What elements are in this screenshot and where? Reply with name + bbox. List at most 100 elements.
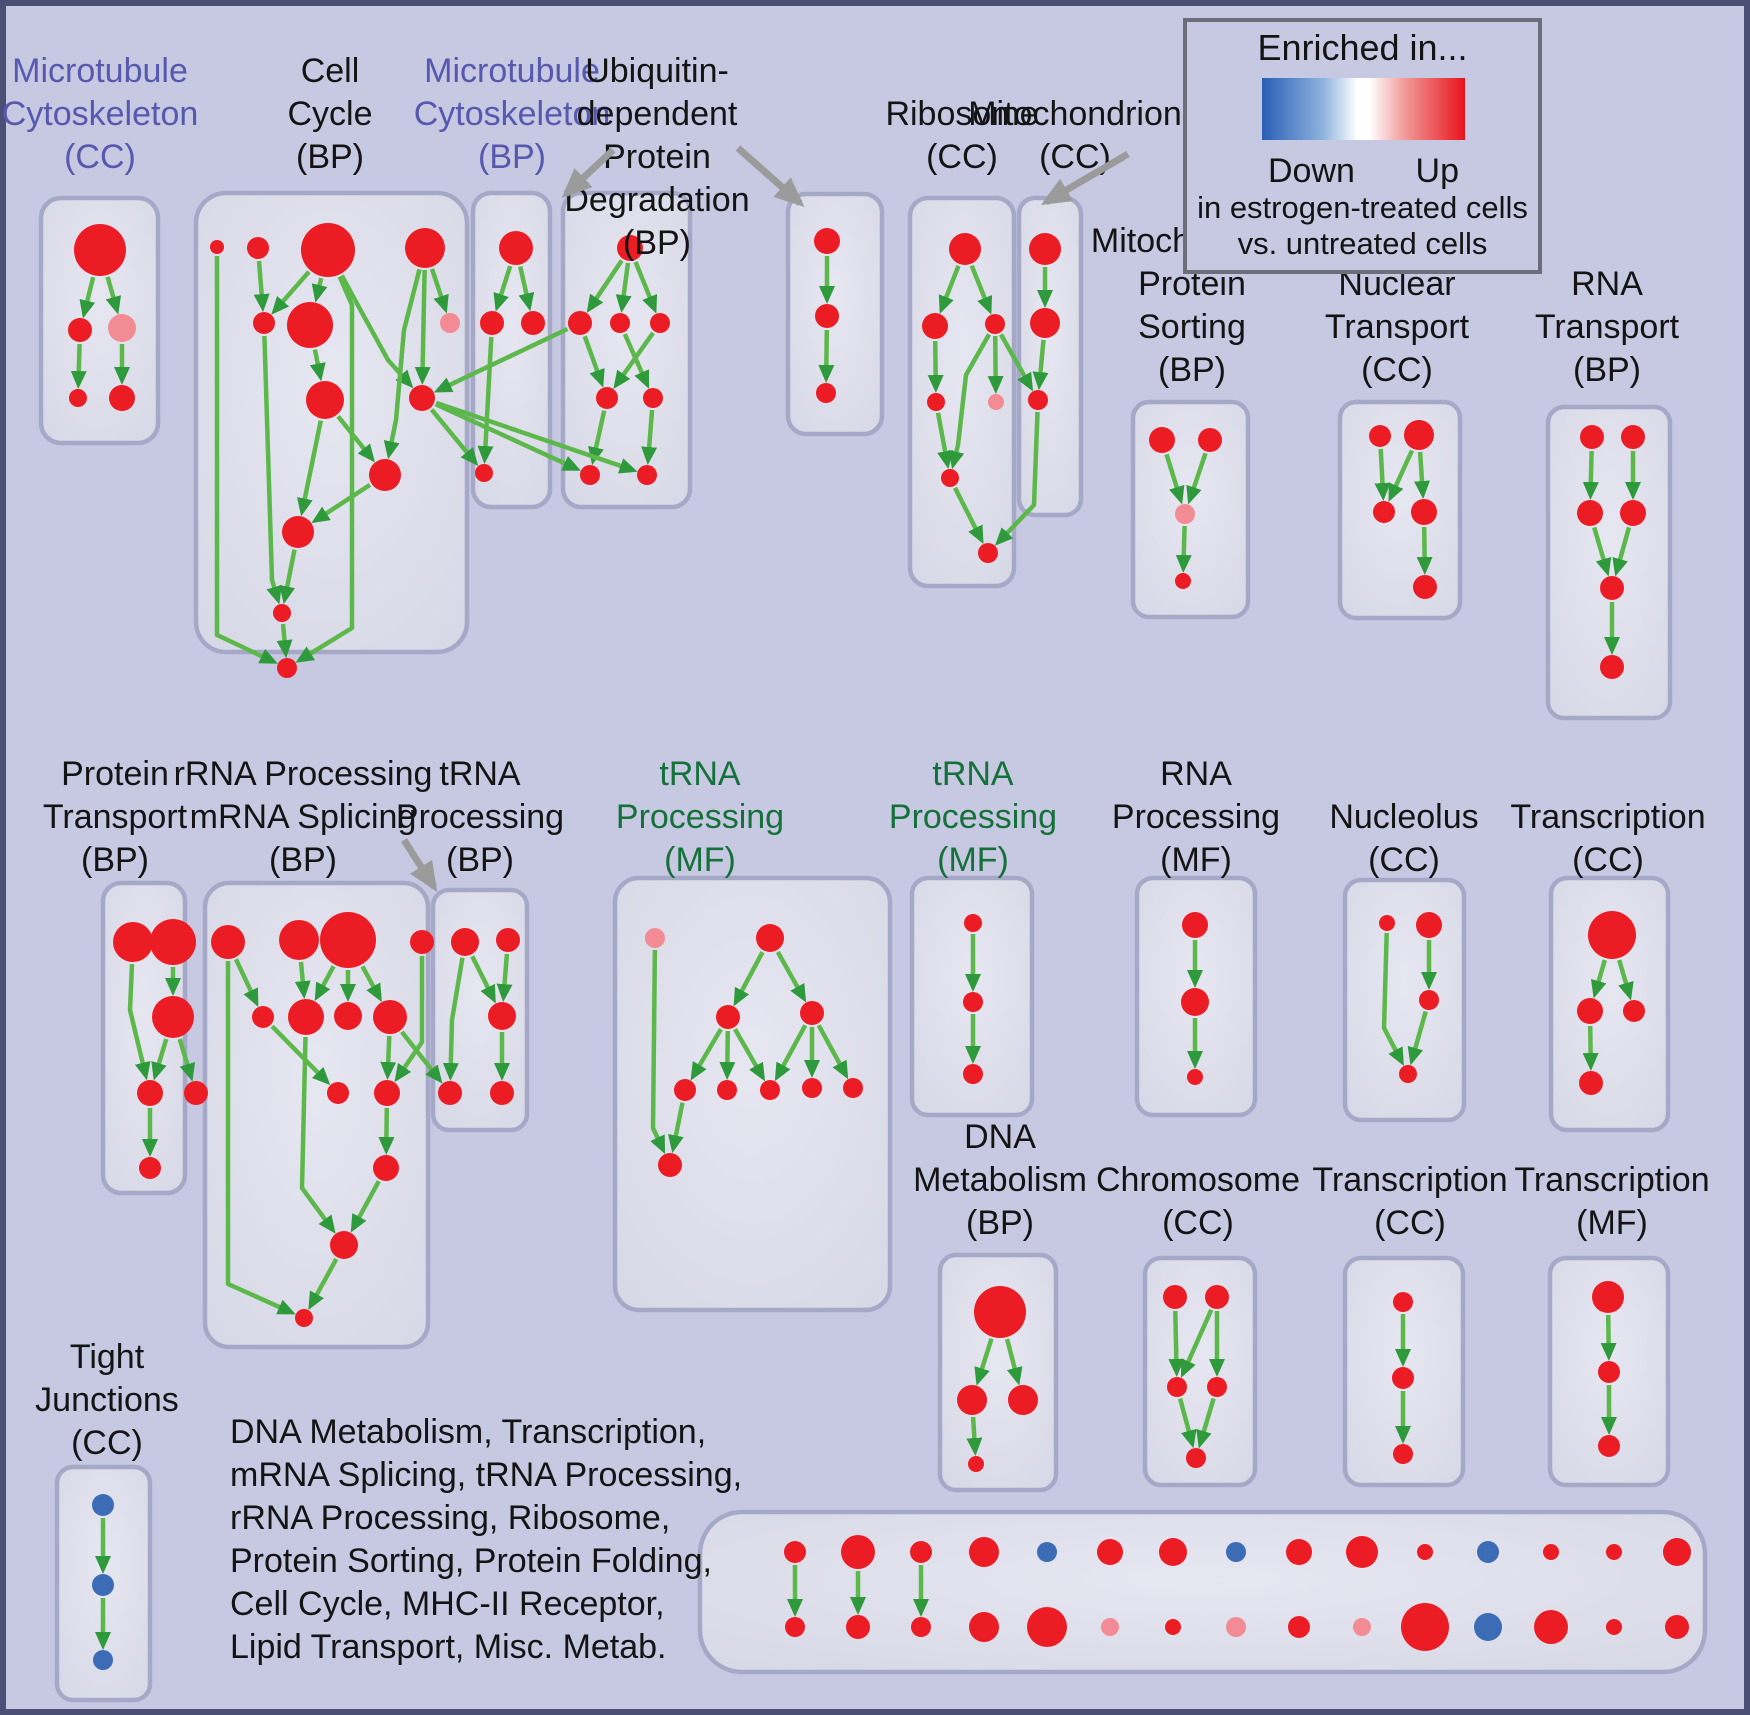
- node-shared-terms-15: [785, 1617, 805, 1637]
- node-chromosome-cc-2: [1167, 1377, 1187, 1397]
- edge-microtubule-cytoskeleton-bp: [518, 266, 535, 312]
- node-rna-transport-bp-2: [1577, 500, 1603, 526]
- edge-cell-cycle-bp: [262, 335, 282, 605]
- node-rna-transport-bp-4: [1600, 576, 1624, 600]
- cluster-label-transcription-cc: Transcription: [1510, 798, 1705, 836]
- node-rrna-processing-mrna-splicing-bp-9: [374, 1080, 400, 1106]
- node-transcription-cc-2-0: [1393, 1292, 1413, 1312]
- cluster-label-microtubule-cytoskeleton-cc: Cytoskeleton: [2, 95, 199, 133]
- node-ribosome-cc-1: [922, 313, 948, 339]
- edge-ribosome-cc: [969, 264, 993, 315]
- node-shared-terms-11: [1477, 1541, 1499, 1563]
- edge-ubiquitin-degradation-bp: [613, 331, 655, 389]
- node-trna-processing-mf-large-8: [843, 1078, 863, 1098]
- edge-cell-cycle-bp: [383, 268, 422, 460]
- node-dna-metabolism-bp-3: [968, 1456, 984, 1472]
- cluster-label-transcription-cc-2: (CC): [1374, 1204, 1446, 1242]
- cluster-label-mitochondrial-protein-sorting-bp: (BP): [1158, 351, 1226, 389]
- edge-transcription-cc: [1617, 959, 1634, 1001]
- cluster-label-rna-processing-mf: RNA: [1160, 755, 1232, 793]
- edge-rrna-processing-mrna-splicing-bp: [308, 1257, 339, 1311]
- cluster-label-transcription-cc-2: Transcription: [1312, 1161, 1507, 1199]
- node-protein-transport-bp-4: [184, 1081, 208, 1105]
- node-shared-terms-13: [1606, 1544, 1622, 1560]
- cluster-label-protein-transport-bp: Protein: [61, 755, 169, 793]
- node-rna-transport-bp-1: [1621, 425, 1645, 449]
- node-shared-terms-24: [1353, 1618, 1371, 1636]
- node-ribosome-cc-5: [941, 469, 959, 487]
- cluster-label-dna-metabolism-bp: (BP): [966, 1204, 1034, 1242]
- edge-nuclear-transport-cc: [1416, 526, 1433, 575]
- edge-transcription-cc: [1582, 1025, 1599, 1071]
- cluster-label-ribosome-cc: Ribosome: [885, 95, 1038, 133]
- node-nuclear-transport-cc-2: [1373, 501, 1395, 523]
- edge-trna-processing-mf-large: [668, 1102, 685, 1154]
- cluster-label-protein-transport-bp: (BP): [81, 841, 149, 879]
- node-cell-cycle-bp-7: [306, 381, 344, 419]
- edge-rrna-processing-mrna-splicing-bp: [225, 961, 296, 1315]
- edge-cell-cycle-bp: [296, 420, 324, 517]
- node-protein-transport-bp-2: [152, 996, 194, 1038]
- node-rna-processing-mf-0: [1182, 912, 1208, 938]
- node-rrna-processing-mrna-splicing-bp-1: [279, 920, 319, 960]
- edge-cell-cycle-bp: [336, 414, 376, 463]
- edge-rna-transport-bp: [1582, 450, 1599, 500]
- node-transcription-cc-2-2: [1393, 1444, 1413, 1464]
- edge-ubiquitin-degradation-bp: [633, 261, 658, 314]
- shared-terms-note-line: Cell Cycle, MHC-II Receptor,: [230, 1585, 665, 1623]
- node-nucleolus-cc-0: [1379, 915, 1395, 931]
- node-rrna-processing-mrna-splicing-bp-10: [373, 1155, 399, 1181]
- cluster-label-rrna-processing-mrna-splicing-bp: (BP): [269, 841, 337, 879]
- edge-trna-processing-mf-large: [774, 1024, 808, 1082]
- cluster-label-microtubule-cytoskeleton-cc: Microtubule: [12, 52, 188, 90]
- edge-transcription-cc: [1590, 959, 1607, 999]
- cluster-label-dna-metabolism-bp: Metabolism: [913, 1161, 1087, 1199]
- cluster-label-cell-cycle-bp: Cycle: [287, 95, 372, 133]
- edge-ubiquitin-degradation-bp: [582, 335, 605, 388]
- node-microtubule-cytoskeleton-bp-3: [475, 464, 493, 482]
- cluster-label-nuclear-transport-cc: (CC): [1361, 351, 1433, 389]
- cross-edge: [433, 326, 569, 393]
- edge-cell-cycle-bp: [253, 260, 270, 313]
- cluster-box-dna-metabolism-bp: [937, 1252, 1059, 1493]
- cluster-label-ubiquitin-degradation-bp: Protein: [603, 138, 711, 176]
- edge-ribosome-cc: [952, 486, 984, 545]
- node-tight-junctions-cc-1: [92, 1574, 114, 1596]
- edge-mitochondrial-protein-sorting-bp: [1164, 453, 1185, 505]
- cluster-label-trna-processing-mf-large: Processing: [616, 798, 784, 836]
- cross-edge: [400, 1030, 443, 1084]
- edge-cell-cycle-bp: [279, 549, 297, 605]
- cluster-label-rna-processing-mf: Processing: [1112, 798, 1280, 836]
- edge-transcription-mf: [1600, 1314, 1617, 1361]
- node-shared-terms-26: [1474, 1613, 1502, 1641]
- node-nuclear-transport-cc-4: [1413, 575, 1437, 599]
- legend-down-label: Down: [1268, 152, 1355, 190]
- node-shared-terms-1: [841, 1535, 875, 1569]
- node-ubiquitin-degradation-bp-1: [568, 311, 592, 335]
- cluster-box-ubiquitin-degradation-bp: [560, 190, 693, 510]
- node-cell-cycle-bp-11: [273, 604, 291, 622]
- node-protein-transport-bp-1: [150, 919, 196, 965]
- edge-rrna-processing-mrna-splicing-bp: [294, 961, 311, 1000]
- cluster-label-dna-metabolism-bp: DNA: [964, 1118, 1036, 1156]
- label-pointer-arrow: [401, 838, 438, 893]
- node-transcription-mf-2: [1598, 1435, 1620, 1457]
- node-microtubule-cytoskeleton-cc-3: [69, 389, 87, 407]
- edge-rrna-processing-mrna-splicing-bp: [350, 1180, 381, 1233]
- cluster-label-mitochondrion-cc: Mitochondrion: [968, 95, 1182, 133]
- node-shared-terms-17: [911, 1617, 931, 1637]
- cluster-label-transcription-mf: Transcription: [1514, 1161, 1709, 1199]
- edge-protein-transport-bp: [127, 963, 151, 1081]
- node-rrna-processing-mrna-splicing-bp-8: [327, 1082, 349, 1104]
- node-shared-terms-29: [1665, 1615, 1689, 1639]
- node-microtubule-cytoskeleton-cc-4: [109, 385, 135, 411]
- cluster-label-ubiquitin-degradation-bp: (BP): [623, 224, 691, 262]
- edge-trna-processing-bp: [496, 953, 513, 1003]
- node-shared-terms-18: [969, 1612, 999, 1642]
- node-microtubule-cytoskeleton-cc-2: [108, 314, 136, 342]
- edge-rrna-processing-mrna-splicing-bp: [394, 956, 425, 1083]
- node-shared-terms-27: [1534, 1610, 1568, 1644]
- cluster-label-tight-junctions-cc: Junctions: [35, 1381, 179, 1419]
- node-rrna-processing-mrna-splicing-bp-4: [252, 1006, 274, 1028]
- cluster-label-chromosome-cc: Chromosome: [1096, 1161, 1300, 1199]
